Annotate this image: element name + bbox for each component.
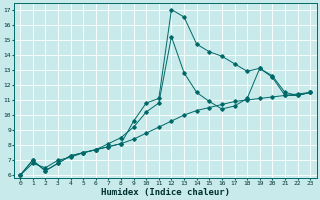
X-axis label: Humidex (Indice chaleur): Humidex (Indice chaleur) — [100, 188, 230, 197]
